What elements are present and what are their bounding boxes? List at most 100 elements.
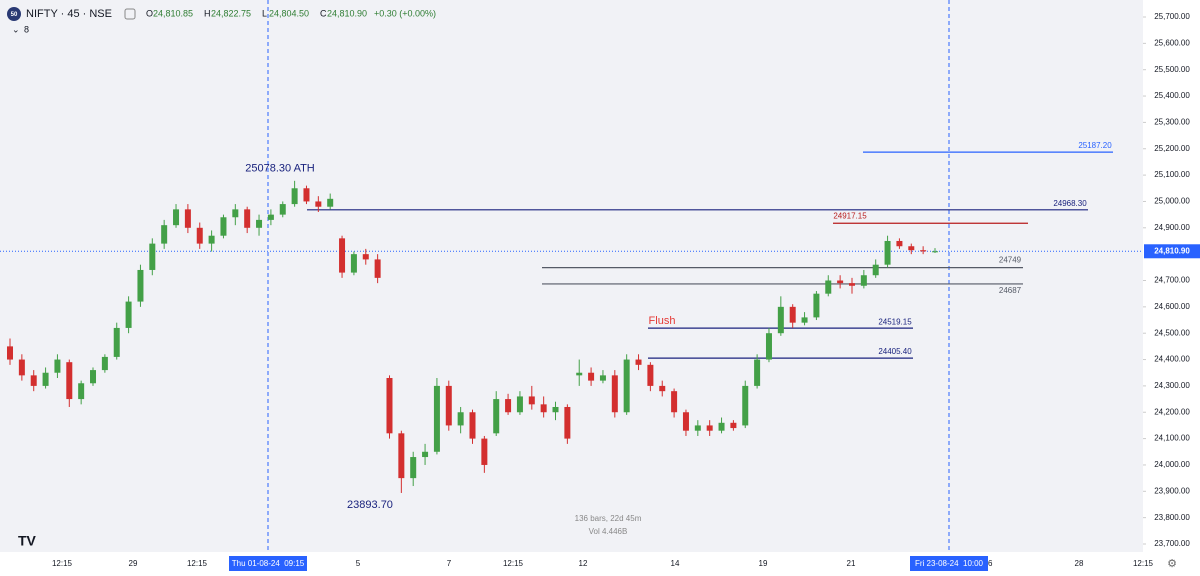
candle-body (184, 209, 191, 228)
candle-body (469, 412, 476, 439)
candle-body (125, 301, 132, 328)
x-tick-label: 12 (579, 559, 588, 568)
candle-body (196, 227, 203, 244)
candle-body (920, 250, 927, 252)
indicator-count: 8 (24, 24, 29, 34)
level-label: 25187.20 (1078, 141, 1112, 150)
chevron[interactable]: ⌄ (12, 24, 20, 34)
icon[interactable] (124, 8, 136, 20)
level-label: 24917.15 (833, 211, 867, 220)
x-tick-label: 19 (759, 559, 768, 568)
candle-body (42, 372, 49, 386)
candle-body (742, 385, 749, 426)
y-tick-label: 25,600.00 (1154, 38, 1190, 47)
candle-body (386, 377, 393, 434)
candle-body (682, 412, 689, 431)
ohlc-key: O (146, 8, 153, 18)
y-tick-label: 24,600.00 (1154, 302, 1190, 311)
candle-body (422, 451, 429, 458)
candle-body (493, 399, 500, 434)
annotation: Flush (649, 315, 676, 327)
badge-text: 50 (11, 12, 18, 18)
candle-body (552, 406, 559, 413)
candle-body (659, 385, 666, 392)
x-tick-label: 28 (1075, 559, 1084, 568)
candle-body (599, 375, 606, 381)
x-tick-label: 29 (129, 559, 138, 568)
candle-body (232, 209, 239, 218)
candle-body (754, 359, 761, 386)
candle-body (777, 306, 784, 334)
candle-body (623, 359, 630, 413)
level-label: 24519.15 (878, 317, 912, 326)
y-tick-label: 24,300.00 (1154, 381, 1190, 390)
y-tick-label: 24,700.00 (1154, 276, 1190, 285)
settings-icon[interactable]: ⚙ (1167, 558, 1177, 570)
y-tick-label: 24,900.00 (1154, 223, 1190, 232)
candle-body (362, 254, 369, 260)
ohlc-key: C (320, 8, 327, 18)
candle-body (113, 327, 120, 357)
candle-body (279, 204, 286, 215)
candle-body (718, 422, 725, 431)
candle-body (611, 375, 618, 413)
x-tick-label: 26 (984, 559, 993, 568)
candle-body (374, 259, 381, 278)
crosshair-label: Fri 23-08-24 10:00 (915, 559, 984, 568)
candle-body (872, 264, 879, 276)
y-tick-label: 25,400.00 (1154, 91, 1190, 100)
x-tick-label: 5 (356, 559, 361, 568)
candle-body (315, 201, 322, 207)
candle-body (848, 283, 855, 286)
candle-body (303, 188, 310, 202)
y-tick-label: 24,400.00 (1154, 355, 1190, 364)
candle-body (78, 383, 85, 400)
y-tick-label: 25,000.00 (1154, 197, 1190, 206)
candle-body (18, 359, 25, 376)
level-label: 24687 (999, 286, 1022, 295)
x-tick-label: 21 (847, 559, 856, 568)
x-tick-label: 12:15 (187, 559, 208, 568)
candle-body (528, 396, 535, 405)
y-tick-label: 24,100.00 (1154, 434, 1190, 443)
candle-body (256, 219, 263, 228)
candle-body (445, 385, 452, 426)
bar-info: Vol 4.446B (589, 527, 628, 536)
candle-body (350, 254, 357, 273)
candle-body (220, 217, 227, 236)
ohlc-key: H (204, 8, 211, 18)
candle-body (433, 385, 440, 452)
badge (7, 7, 21, 21)
candle-body (137, 269, 144, 302)
candle-body (327, 198, 334, 207)
logo: TV (18, 533, 37, 549)
ohlc-value: 24,804.50 (269, 8, 309, 18)
candle-body (813, 293, 820, 318)
ohlc-key: L (262, 8, 267, 18)
plot-area (0, 0, 1143, 552)
candle-body (837, 280, 844, 284)
candle-body (267, 214, 274, 220)
last-price-tag (1144, 244, 1200, 259)
candle-body (884, 240, 891, 265)
candle-body (30, 375, 37, 386)
level-label: 24405.40 (878, 347, 912, 356)
crosshair-tag (229, 556, 307, 571)
candle-body (647, 364, 654, 386)
x-tick-label: 14 (671, 559, 680, 568)
bar-info: 136 bars, 22d 45m (575, 514, 642, 523)
y-tick-label: 25,100.00 (1154, 170, 1190, 179)
candle-body (564, 406, 571, 439)
candle-body (576, 372, 583, 376)
candle-body (339, 238, 346, 273)
candle-body (481, 438, 488, 465)
x-tick-label: 12:15 (1133, 559, 1154, 568)
x-tick-label: 12:15 (52, 559, 73, 568)
candle-body (765, 333, 772, 360)
candle-body (149, 243, 156, 270)
y-tick-label: 23,800.00 (1154, 513, 1190, 522)
candle-body (860, 275, 867, 286)
candle-body (730, 422, 737, 429)
candle-body (540, 404, 547, 413)
candle-body (671, 391, 678, 413)
